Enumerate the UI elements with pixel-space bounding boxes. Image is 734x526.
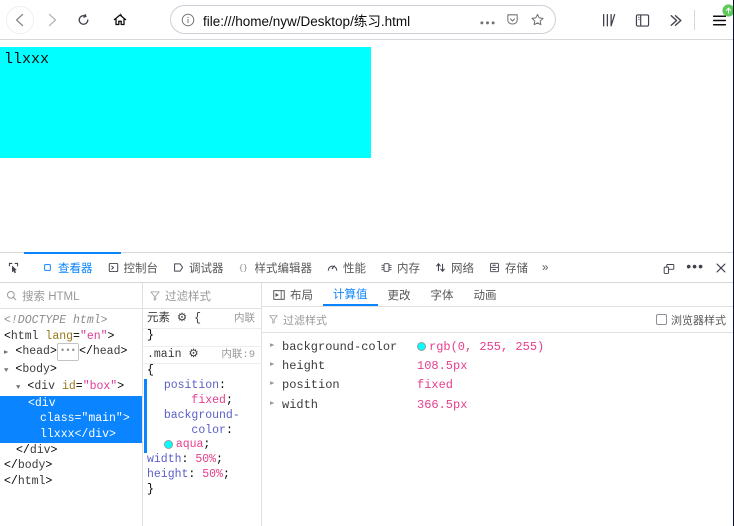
svg-text:{}: {} (238, 265, 247, 273)
